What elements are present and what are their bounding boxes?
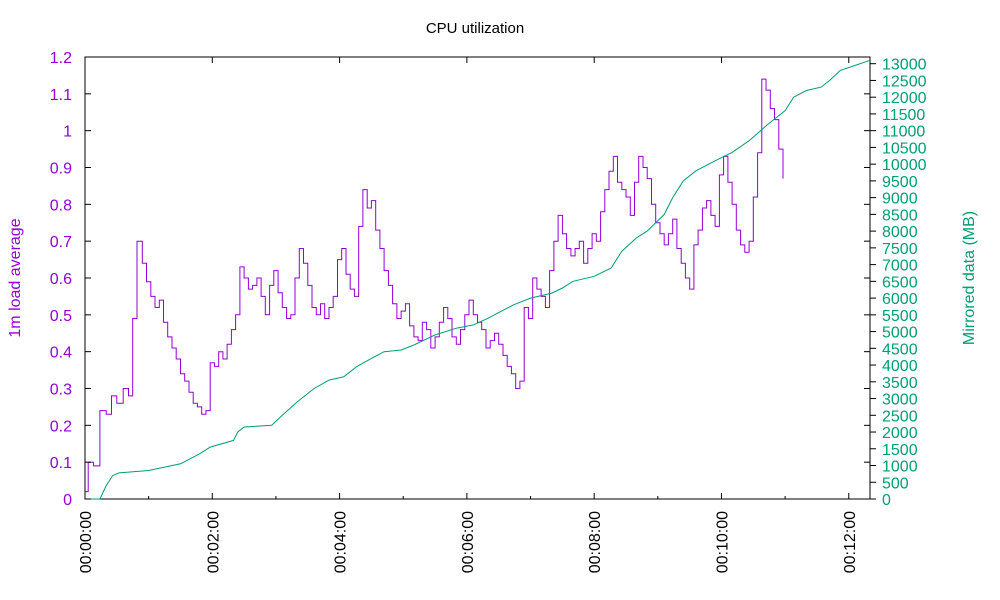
right-tick-label: 8500 xyxy=(882,207,918,224)
series-layer xyxy=(85,59,871,500)
x-tick-label: 00:08:00 xyxy=(587,511,604,573)
x-tick-label: 00:12:00 xyxy=(842,511,859,573)
left-tick-label: 1.2 xyxy=(50,50,72,67)
right-tick-label: 10000 xyxy=(882,157,927,174)
left-tick-label: 0.7 xyxy=(50,234,72,251)
right-tick-label: 2000 xyxy=(882,425,918,442)
right-tick-label: 7000 xyxy=(882,258,918,275)
left-tick-label: 0.8 xyxy=(50,197,72,214)
left-tick-label: 1.1 xyxy=(50,87,72,104)
chart-title: CPU utilization xyxy=(426,20,524,37)
right-tick-label: 5500 xyxy=(882,308,918,325)
right-tick-label: 11500 xyxy=(882,107,925,124)
right-tick-label: 11000 xyxy=(882,124,925,141)
right-tick-label: 500 xyxy=(882,475,909,492)
x-tick-label: 00:04:00 xyxy=(333,511,350,573)
right-tick-label: 2500 xyxy=(882,408,918,425)
left-tick-label: 0.5 xyxy=(50,308,72,325)
left-tick-label: 0.1 xyxy=(50,455,72,472)
right-tick-label: 12000 xyxy=(882,90,927,107)
left-tick-label: 0.2 xyxy=(50,418,72,435)
left-tick-label: 0 xyxy=(63,492,72,509)
x-tick-label: 00:10:00 xyxy=(714,511,731,573)
right-axis-label: Mirrored data (MB) xyxy=(961,211,978,345)
left-tick-label: 0.3 xyxy=(50,382,72,399)
series-line-mirrored-data xyxy=(85,59,871,500)
right-tick-label: 10500 xyxy=(882,140,927,157)
x-tick-label: 00:02:00 xyxy=(205,511,222,573)
right-tick-label: 3500 xyxy=(882,375,918,392)
right-tick-label: 4000 xyxy=(882,358,918,375)
right-tick-label: 9500 xyxy=(882,174,918,191)
right-tick-label: 12500 xyxy=(882,73,927,90)
left-tick-label: 1 xyxy=(63,124,72,141)
left-tick-label: 0.4 xyxy=(50,345,72,362)
series-line-load-average xyxy=(85,78,784,493)
left-axis-label: 1m load average xyxy=(7,218,24,337)
right-tick-label: 7500 xyxy=(882,241,918,258)
right-tick-label: 1000 xyxy=(882,459,918,476)
x-tick-label: 00:00:00 xyxy=(78,511,95,573)
right-tick-label: 1500 xyxy=(882,442,918,459)
right-tick-label: 6000 xyxy=(882,291,918,308)
right-tick-label: 5000 xyxy=(882,325,918,342)
axes-layer: 00.10.20.30.40.50.60.70.80.911.11.205001… xyxy=(50,50,927,573)
left-tick-label: 0.6 xyxy=(50,271,72,288)
right-tick-label: 6500 xyxy=(882,274,918,291)
right-tick-label: 0 xyxy=(882,492,891,509)
right-tick-label: 13000 xyxy=(882,57,927,74)
plot-frame xyxy=(84,56,871,500)
right-tick-label: 8000 xyxy=(882,224,918,241)
x-tick-label: 00:06:00 xyxy=(460,511,477,573)
right-tick-label: 3000 xyxy=(882,392,918,409)
right-tick-label: 4500 xyxy=(882,341,918,358)
left-tick-label: 0.9 xyxy=(50,161,72,178)
right-tick-label: 9000 xyxy=(882,191,918,208)
